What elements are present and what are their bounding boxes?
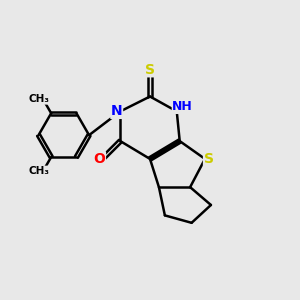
Text: S: S bbox=[204, 152, 214, 166]
Text: N: N bbox=[111, 104, 122, 118]
Text: CH₃: CH₃ bbox=[29, 94, 50, 104]
Text: S: S bbox=[145, 63, 155, 77]
Text: O: O bbox=[94, 152, 105, 166]
Text: NH: NH bbox=[172, 100, 193, 113]
Text: CH₃: CH₃ bbox=[29, 166, 50, 176]
